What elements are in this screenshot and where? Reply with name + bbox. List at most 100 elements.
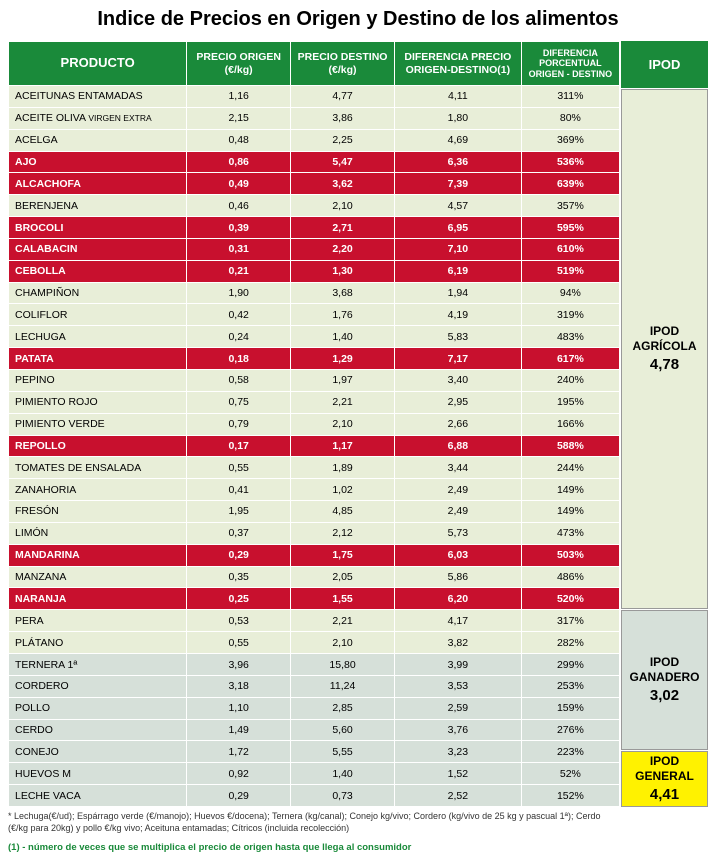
cell-pct: 52% [522, 763, 619, 784]
table-row: PIMIENTO VERDE0,792,102,66166% [9, 414, 619, 435]
ipod-agricola-label: IPOD AGRÍCOLA [622, 324, 707, 355]
cell-pct: 195% [522, 392, 619, 413]
cell-pct: 149% [522, 479, 619, 500]
cell-origin: 0,92 [187, 763, 290, 784]
cell-diff: 2,52 [395, 785, 521, 806]
cell-dest: 2,21 [291, 610, 394, 631]
cell-product: PIMIENTO ROJO [9, 392, 186, 413]
table-row: TERNERA 1ª3,9615,803,99299% [9, 654, 619, 675]
cell-pct: 253% [522, 676, 619, 697]
cell-dest: 2,10 [291, 195, 394, 216]
cell-product: CONEJO [9, 741, 186, 762]
cell-product: LIMÓN [9, 523, 186, 544]
cell-dest: 4,85 [291, 501, 394, 522]
cell-dest: 2,12 [291, 523, 394, 544]
cell-product: FRESÓN [9, 501, 186, 522]
cell-product: BROCOLI [9, 217, 186, 238]
cell-product: PLÁTANO [9, 632, 186, 653]
cell-origin: 3,18 [187, 676, 290, 697]
cell-pct: 486% [522, 567, 619, 588]
cell-diff: 5,73 [395, 523, 521, 544]
cell-origin: 0,86 [187, 152, 290, 173]
cell-dest: 2,85 [291, 698, 394, 719]
cell-pct: 223% [522, 741, 619, 762]
cell-pct: 159% [522, 698, 619, 719]
cell-pct: 282% [522, 632, 619, 653]
cell-pct: 317% [522, 610, 619, 631]
cell-dest: 4,77 [291, 86, 394, 107]
cell-origin: 1,10 [187, 698, 290, 719]
cell-product: PEPINO [9, 370, 186, 391]
cell-dest: 2,05 [291, 567, 394, 588]
cell-diff: 7,17 [395, 348, 521, 369]
ipod-column: IPOD IPOD AGRÍCOLA 4,78 IPOD GANADERO 3,… [620, 41, 708, 807]
cell-pct: 503% [522, 545, 619, 566]
cell-pct: 94% [522, 283, 619, 304]
table-row: COLIFLOR0,421,764,19319% [9, 304, 619, 325]
cell-diff: 6,03 [395, 545, 521, 566]
table-row: CALABACIN0,312,207,10610% [9, 239, 619, 260]
cell-diff: 1,80 [395, 108, 521, 129]
cell-product: CALABACIN [9, 239, 186, 260]
cell-diff: 3,82 [395, 632, 521, 653]
cell-origin: 0,75 [187, 392, 290, 413]
cell-origin: 0,53 [187, 610, 290, 631]
cell-diff: 2,59 [395, 698, 521, 719]
cell-diff: 4,19 [395, 304, 521, 325]
cell-diff: 4,11 [395, 86, 521, 107]
cell-origin: 2,15 [187, 108, 290, 129]
cell-diff: 3,40 [395, 370, 521, 391]
cell-origin: 0,21 [187, 261, 290, 282]
cell-origin: 0,41 [187, 479, 290, 500]
cell-product: ACEITUNAS ENTAMADAS [9, 86, 186, 107]
cell-diff: 2,66 [395, 414, 521, 435]
table-row: ALCACHOFA0,493,627,39639% [9, 173, 619, 194]
ipod-ganadero-box: IPOD GANADERO 3,02 [621, 610, 708, 750]
cell-diff: 6,19 [395, 261, 521, 282]
table-row: ACEITE OLIVA VIRGEN EXTRA2,153,861,8080% [9, 108, 619, 129]
cell-product: TOMATES DE ENSALADA [9, 457, 186, 478]
cell-dest: 1,97 [291, 370, 394, 391]
cell-origin: 0,18 [187, 348, 290, 369]
table-row: MANDARINA0,291,756,03503% [9, 545, 619, 566]
footnote-1: * Lechuga(€/ud); Espárrago verde (€/mano… [8, 811, 608, 834]
cell-product: ZANAHORIA [9, 479, 186, 500]
cell-pct: 299% [522, 654, 619, 675]
table-row: AJO0,865,476,36536% [9, 152, 619, 173]
cell-origin: 0,79 [187, 414, 290, 435]
cell-product: CHAMPIÑON [9, 283, 186, 304]
cell-product: PIMIENTO VERDE [9, 414, 186, 435]
ipod-header: IPOD [621, 41, 708, 88]
cell-dest: 2,21 [291, 392, 394, 413]
cell-origin: 0,49 [187, 173, 290, 194]
cell-pct: 617% [522, 348, 619, 369]
cell-dest: 5,60 [291, 720, 394, 741]
table-row: PATATA0,181,297,17617% [9, 348, 619, 369]
cell-origin: 0,17 [187, 436, 290, 457]
cell-product: TERNERA 1ª [9, 654, 186, 675]
cell-pct: 519% [522, 261, 619, 282]
cell-diff: 2,49 [395, 479, 521, 500]
cell-diff: 7,10 [395, 239, 521, 260]
cell-pct: 149% [522, 501, 619, 522]
cell-pct: 240% [522, 370, 619, 391]
page-title: Indice de Precios en Origen y Destino de… [8, 8, 708, 31]
col-destino: PRECIO DESTINO (€/kg) [291, 42, 394, 85]
table-row: CHAMPIÑON1,903,681,9494% [9, 283, 619, 304]
cell-product: COLIFLOR [9, 304, 186, 325]
cell-origin: 0,48 [187, 130, 290, 151]
cell-dest: 1,40 [291, 326, 394, 347]
table-row: FRESÓN1,954,852,49149% [9, 501, 619, 522]
cell-dest: 15,80 [291, 654, 394, 675]
table-row: CERDO1,495,603,76276% [9, 720, 619, 741]
cell-dest: 2,25 [291, 130, 394, 151]
table-row: REPOLLO0,171,176,88588% [9, 436, 619, 457]
table-row: HUEVOS M0,921,401,5252% [9, 763, 619, 784]
cell-diff: 1,94 [395, 283, 521, 304]
cell-diff: 3,53 [395, 676, 521, 697]
cell-pct: 536% [522, 152, 619, 173]
cell-dest: 1,40 [291, 763, 394, 784]
cell-pct: 276% [522, 720, 619, 741]
cell-product: REPOLLO [9, 436, 186, 457]
table-row: MANZANA0,352,055,86486% [9, 567, 619, 588]
